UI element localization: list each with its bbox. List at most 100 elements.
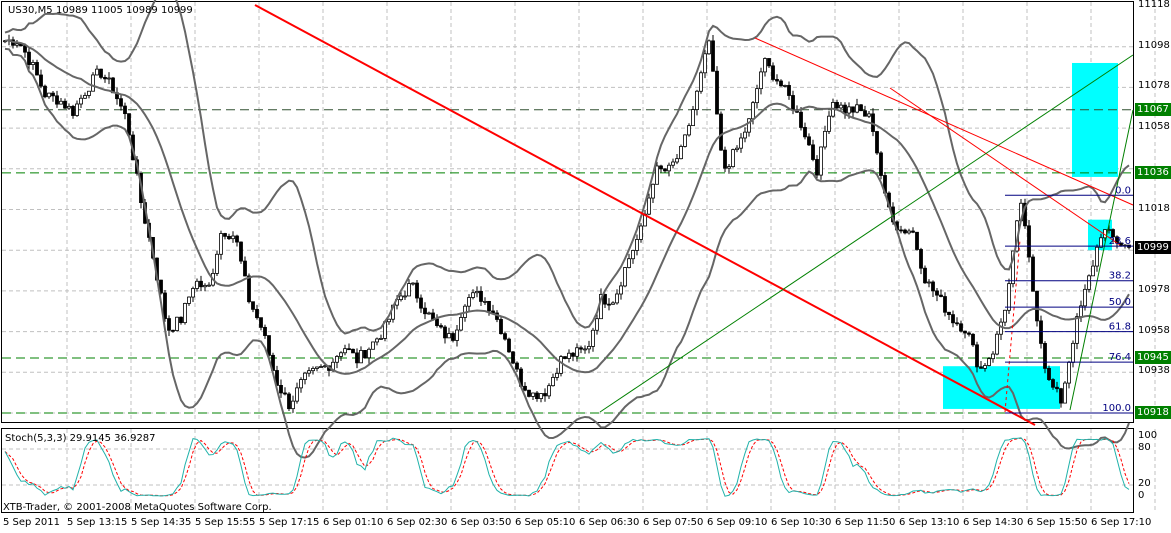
candle-body: [719, 113, 723, 151]
candle-body: [935, 290, 939, 296]
time-axis-label: 6 Sep 11:50: [835, 517, 896, 528]
candle-body: [251, 301, 255, 310]
candle-body: [863, 110, 867, 117]
channel-line-steep: [1069, 109, 1134, 411]
candle-body: [647, 197, 651, 215]
candle-body: [707, 40, 711, 55]
candle-body: [923, 267, 927, 284]
candle-body: [611, 302, 615, 305]
candle-body: [907, 230, 911, 234]
candle-body: [167, 318, 171, 331]
candle-body: [591, 329, 595, 347]
stoch-axis-label: 0: [1138, 490, 1145, 501]
candle-body: [259, 317, 263, 328]
candle-body: [583, 348, 587, 351]
candle-body: [199, 280, 203, 288]
candle-body: [1095, 246, 1099, 267]
candle-body: [819, 146, 823, 176]
candle-body: [1067, 362, 1071, 384]
candle-body: [1083, 288, 1087, 307]
candle-body: [531, 392, 535, 397]
candle-body: [475, 290, 479, 294]
fibo-baseline: [1004, 239, 1021, 413]
candle-body: [303, 372, 307, 380]
candle-body: [359, 350, 363, 364]
candle-body: [287, 393, 291, 410]
candle-body: [551, 377, 555, 387]
candle-body: [751, 102, 755, 120]
candle-body: [767, 58, 771, 67]
candle-body: [367, 348, 371, 359]
candle-body: [263, 326, 267, 336]
candle-body: [95, 68, 99, 76]
candle-body: [931, 281, 935, 292]
candle-body: [339, 352, 343, 357]
candle-body: [43, 85, 47, 98]
candle-body: [1039, 320, 1043, 344]
candle-body: [691, 109, 695, 127]
time-axis-label: 6 Sep 17:10: [1091, 517, 1152, 528]
candle-body: [539, 393, 543, 399]
candle-body: [1059, 388, 1063, 404]
candle-body: [919, 249, 923, 269]
candle-body: [839, 104, 843, 109]
candle-body: [507, 338, 511, 353]
time-axis-label: 6 Sep 01:10: [323, 517, 384, 528]
time-axis-label: 6 Sep 07:50: [643, 517, 704, 528]
candle-body: [467, 297, 471, 307]
candle-body: [255, 308, 259, 319]
candle-body: [1071, 342, 1075, 363]
candle-body: [219, 233, 223, 255]
candle-body: [351, 348, 355, 354]
candle-body: [1007, 283, 1011, 311]
candle-body: [687, 125, 691, 136]
candle-body: [855, 104, 859, 113]
candle-body: [87, 90, 91, 96]
candle-body: [343, 348, 347, 354]
candle-body: [1051, 379, 1055, 388]
candle-body: [1035, 290, 1039, 322]
candle-body: [183, 303, 187, 324]
candle-body: [615, 293, 619, 304]
candle-body: [451, 333, 455, 341]
candle-body: [575, 347, 579, 357]
candle-body: [99, 68, 103, 78]
stoch-axis-label: 100: [1138, 430, 1158, 441]
candle-body: [523, 385, 527, 391]
trend-line-inner: [889, 87, 1121, 246]
candle-body: [879, 152, 883, 176]
price-axis-label: 11078: [1138, 80, 1170, 92]
candle-body: [511, 351, 515, 364]
candle-body: [55, 95, 59, 105]
candle-body: [347, 348, 351, 351]
candle-body: [247, 275, 251, 303]
candle-body: [875, 131, 879, 154]
candle-body: [911, 230, 915, 233]
candle-body: [191, 288, 195, 298]
candle-body: [675, 158, 679, 163]
price-axis-label: 11118: [1138, 0, 1170, 10]
candle-body: [971, 333, 975, 346]
candle-body: [607, 303, 611, 306]
fibo-level-label: 38.2: [1109, 271, 1131, 282]
time-axis-label: 5 Sep 13:15: [67, 517, 128, 528]
candle-body: [235, 235, 239, 243]
candle-body: [959, 323, 963, 332]
candle-body: [987, 358, 991, 366]
candle-body: [811, 144, 815, 160]
candle-body: [207, 284, 211, 287]
candle-body: [387, 318, 391, 323]
candle-body: [295, 387, 299, 402]
candle-body: [727, 166, 731, 169]
time-axis-label: 6 Sep 14:30: [963, 517, 1024, 528]
candle-body: [423, 307, 427, 315]
price-axis-label: 10938: [1138, 365, 1170, 377]
candle-body: [67, 105, 71, 109]
candle-body: [947, 311, 951, 316]
target-zone-rect: [1072, 62, 1118, 177]
candle-body: [299, 379, 303, 389]
candle-body: [639, 225, 643, 240]
candle-body: [379, 338, 383, 340]
candle-body: [431, 312, 435, 320]
